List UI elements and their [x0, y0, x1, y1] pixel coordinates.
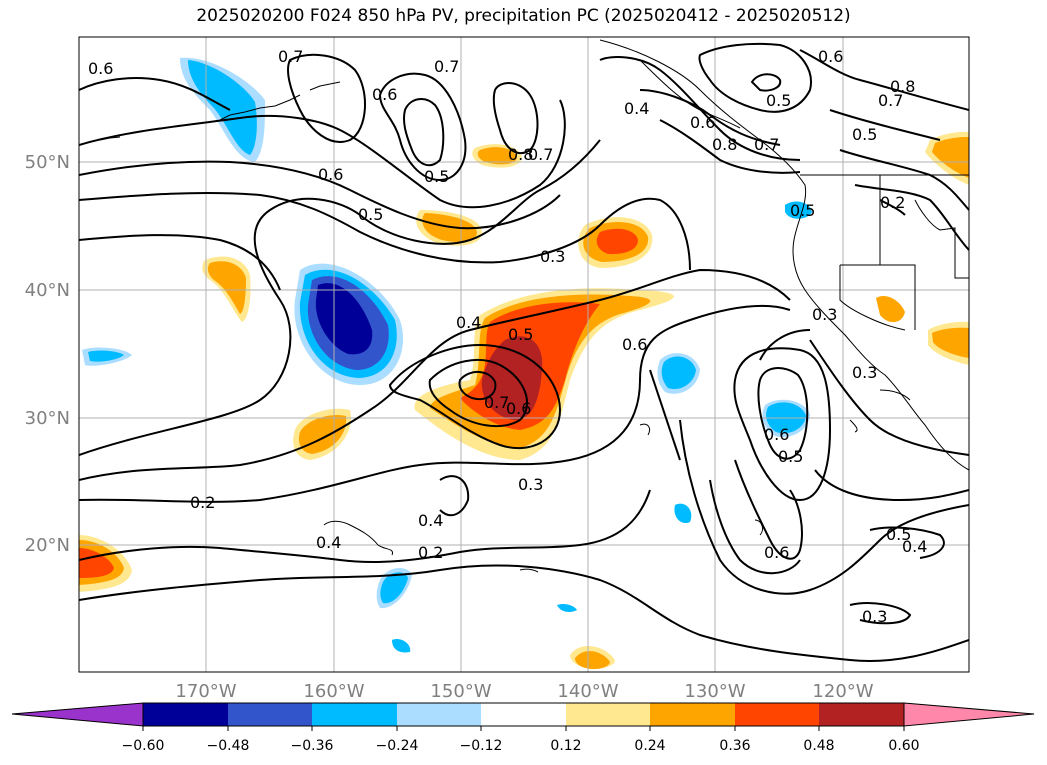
colorbar-segment: [397, 703, 481, 726]
contour-label: 0.8: [508, 145, 533, 164]
colorbar-segment: [566, 703, 650, 726]
contour-label: 0.3: [518, 475, 543, 494]
colorbar-tick-label: −0.24: [376, 738, 419, 754]
colorbar-tick-label: 0.48: [803, 738, 834, 754]
contour-label: 0.5: [778, 447, 803, 466]
colorbar-segment: [481, 703, 566, 726]
contour-label: 0.4: [902, 537, 927, 556]
pv-contours: [79, 42, 969, 662]
colorbar-tick-label: −0.12: [460, 738, 503, 754]
contour-label: 0.7: [528, 145, 553, 164]
lat-label-50n: 50°N: [25, 152, 70, 173]
latitude-labels: 50°N 40°N 30°N 20°N: [25, 152, 70, 556]
contour-label: 0.5: [852, 125, 877, 144]
contour-label: 0.2: [190, 493, 215, 512]
lat-label-30n: 30°N: [25, 408, 70, 429]
colorbar-segment: [312, 703, 397, 726]
contour-label: 0.2: [880, 193, 905, 212]
colorbar-tick-label: 0.60: [888, 738, 919, 754]
graticule: [79, 37, 969, 672]
colorbar: −0.60 −0.48 −0.36 −0.24 −0.12 0.12 0.24 …: [11, 702, 1035, 754]
longitude-labels: 170°W 160°W 150°W 140°W 130°W 120°W: [175, 681, 873, 702]
colorbar-extend-low: [11, 702, 144, 727]
contour-label: 0.5: [424, 167, 449, 186]
contour-label: 0.3: [812, 305, 837, 324]
contour-label: 0.3: [852, 363, 877, 382]
contour-label: 0.5: [766, 91, 791, 110]
colorbar-tick-label: −0.48: [207, 738, 250, 754]
contour-label: 0.6: [690, 113, 715, 132]
contour-label: 0.6: [372, 85, 397, 104]
contour-label: 0.7: [278, 47, 303, 66]
colorbar-tick-label: 0.36: [719, 738, 750, 754]
lon-label-120w: 120°W: [812, 681, 873, 702]
lat-label-20n: 20°N: [25, 535, 70, 556]
contour-label: 0.8: [890, 77, 915, 96]
colorbar-extend-high: [903, 702, 1035, 727]
contour-labels: 0.6 0.7 0.6 0.7 0.6 0.5 0.7 0.8 0.6 0.5 …: [88, 47, 927, 626]
lat-label-40n: 40°N: [25, 280, 70, 301]
map-panel: 0.6 0.7 0.6 0.7 0.6 0.5 0.7 0.8 0.6 0.5 …: [79, 37, 969, 672]
colorbar-tick-label: 0.12: [550, 738, 581, 754]
contour-label: 0.6: [506, 399, 531, 418]
colorbar-tick-label: −0.36: [291, 738, 334, 754]
lon-label-160w: 160°W: [303, 681, 364, 702]
figure-title: 2025020200 F024 850 hPa PV, precipitatio…: [196, 6, 851, 26]
contour-label: 0.5: [886, 525, 911, 544]
colorbar-tick-label: −0.60: [122, 738, 165, 754]
contour-label: 0.7: [434, 57, 459, 76]
contour-label: 0.4: [456, 313, 481, 332]
contour-label: 0.6: [318, 165, 343, 184]
contour-label: 0.5: [790, 201, 815, 220]
contour-label: 0.7: [484, 393, 509, 412]
colorbar-segment: [735, 703, 819, 726]
contour-label: 0.4: [316, 533, 341, 552]
colorbar-segment: [819, 703, 904, 726]
lon-label-130w: 130°W: [684, 681, 745, 702]
lon-label-140w: 140°W: [557, 681, 618, 702]
contour-label: 0.2: [418, 543, 443, 562]
contour-label: 0.6: [818, 47, 843, 66]
colorbar-segment: [143, 703, 228, 726]
contour-label: 0.8: [712, 135, 737, 154]
contour-label: 0.3: [862, 607, 887, 626]
colorbar-segment: [650, 703, 735, 726]
contour-label: 0.6: [622, 335, 647, 354]
contour-label: 0.7: [754, 135, 779, 154]
contour-label: 0.7: [878, 91, 903, 110]
colorbar-tick-label: 0.24: [634, 738, 665, 754]
contour-label: 0.6: [764, 425, 789, 444]
contour-label: 0.6: [764, 543, 789, 562]
contour-label: 0.5: [508, 325, 533, 344]
contour-label: 0.5: [358, 205, 383, 224]
contour-label: 0.3: [540, 247, 565, 266]
colorbar-segment: [228, 703, 312, 726]
map-frame: [78, 36, 970, 673]
contour-label: 0.4: [418, 511, 443, 530]
contour-label: 0.4: [624, 99, 649, 118]
lon-label-170w: 170°W: [175, 681, 236, 702]
lon-label-150w: 150°W: [430, 681, 491, 702]
contour-label: 0.6: [88, 59, 113, 78]
